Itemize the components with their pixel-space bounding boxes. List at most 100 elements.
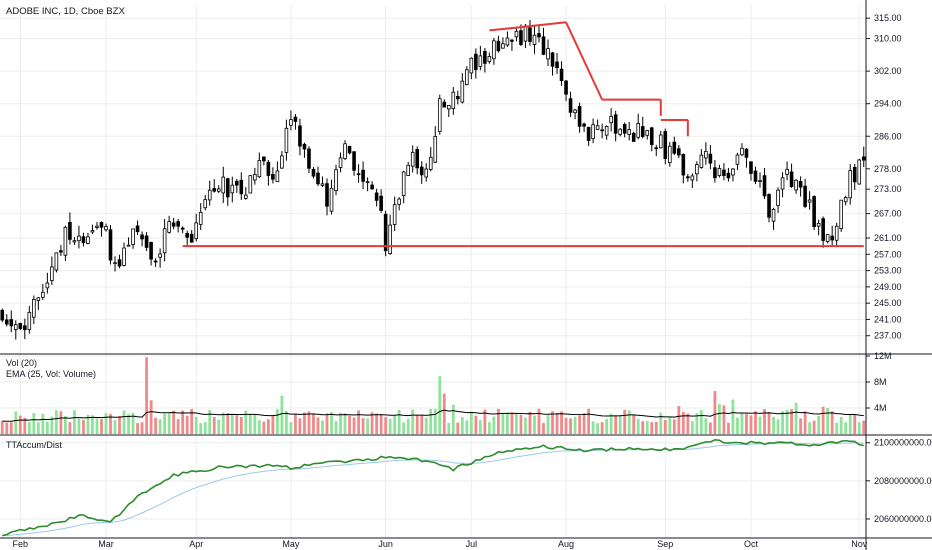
candle-body [176, 221, 180, 227]
candle-body [528, 27, 532, 42]
candle-body [144, 235, 149, 248]
volume-bar [591, 421, 595, 434]
candle-body [149, 242, 153, 260]
volume-bar [862, 420, 866, 434]
accum-tick-label: 2080000000.00 [874, 476, 932, 486]
volume-bar [830, 411, 834, 434]
candle-body [207, 189, 212, 201]
candle-body [546, 48, 550, 60]
accum-signal-line [2, 442, 864, 537]
volume-bar [95, 418, 99, 434]
candle-body [690, 175, 695, 181]
volume-bar [497, 408, 500, 434]
candle-body [816, 222, 821, 227]
candle-body [320, 183, 325, 186]
volume-bar [248, 414, 252, 434]
volume-bar [460, 417, 464, 434]
candle-body [618, 128, 622, 135]
candle-body [771, 208, 776, 222]
price-tick-label: 315.00 [874, 13, 902, 23]
volume-ema-title: EMA (25, Vol: Volume) [6, 369, 96, 379]
candle-body [622, 124, 627, 134]
volume-bar [221, 412, 225, 434]
volume-bar [740, 413, 744, 434]
volume-bar [645, 420, 649, 434]
candle-body [636, 122, 641, 138]
trendline-descent [565, 21, 604, 101]
candle-body [780, 177, 785, 190]
volume-bar [415, 415, 419, 434]
candle-body [108, 229, 113, 261]
volume-bar [803, 411, 807, 434]
volume-bar [64, 416, 67, 434]
candle-body [532, 34, 537, 45]
volume-bar [564, 417, 568, 434]
candle-body [537, 33, 541, 38]
volume-bar [370, 412, 374, 434]
candle-body [383, 213, 388, 252]
chart-title: ADOBE INC, 1D, Cboe BZX [6, 6, 125, 17]
candle-body [185, 232, 189, 238]
candle-body [135, 225, 140, 233]
candle-body [627, 129, 632, 135]
candle-body [415, 149, 420, 169]
candle-body [189, 233, 194, 243]
candle-body [456, 96, 460, 100]
candle-body [361, 169, 365, 182]
volume-bar [686, 413, 690, 434]
grid-layer [0, 6, 866, 538]
volume-bar [600, 422, 604, 434]
volume-bar [537, 408, 541, 434]
candle-body [54, 252, 59, 271]
volume-bar [578, 415, 581, 434]
price-tick-label: 253.00 [874, 266, 902, 276]
candle-body [469, 57, 474, 74]
candle-body [794, 179, 798, 191]
volume-bar [524, 417, 527, 434]
volume-bar [104, 413, 108, 434]
volume-bar [122, 410, 126, 434]
volume-bar [772, 416, 775, 434]
volume-bar [605, 418, 609, 434]
candle-body [510, 39, 514, 42]
volume-bar [857, 422, 861, 434]
candle-body [658, 134, 663, 149]
volume-bar [41, 413, 45, 434]
accum-tick-label: 2060000000.00 [874, 514, 932, 524]
volume-bar [492, 416, 496, 434]
volume-bar [379, 413, 383, 434]
candle-body [762, 175, 767, 197]
volume-pane [0, 357, 866, 434]
candle-body [307, 148, 311, 169]
candle-body [365, 181, 370, 184]
candle-body [631, 132, 636, 142]
candle-body [785, 168, 789, 175]
volume-bar [0, 421, 4, 434]
volume-bar [587, 408, 591, 434]
candle-body [410, 151, 415, 167]
price-tick-label: 261.00 [874, 233, 902, 243]
candle-body [212, 188, 217, 192]
candle-body [302, 143, 307, 150]
volume-bar [23, 417, 27, 434]
volume-bar [551, 411, 554, 434]
candle-body [104, 226, 108, 231]
candle-body [555, 61, 559, 69]
candle-body [848, 170, 853, 199]
volume-bar [190, 409, 194, 434]
candle-body [289, 119, 293, 126]
volume-bar [289, 422, 293, 434]
volume-bar [663, 420, 667, 434]
candle-body [343, 143, 347, 159]
volume-bar [307, 411, 311, 434]
volume-bar [266, 419, 270, 434]
volume-bar [659, 412, 663, 434]
x-tick-label: Aug [558, 539, 574, 549]
volume-bar [298, 418, 302, 434]
volume-bar [118, 415, 121, 434]
volume-bar [176, 419, 180, 434]
candle-body [325, 183, 329, 207]
candle-body [419, 166, 424, 176]
candle-body [577, 106, 582, 127]
